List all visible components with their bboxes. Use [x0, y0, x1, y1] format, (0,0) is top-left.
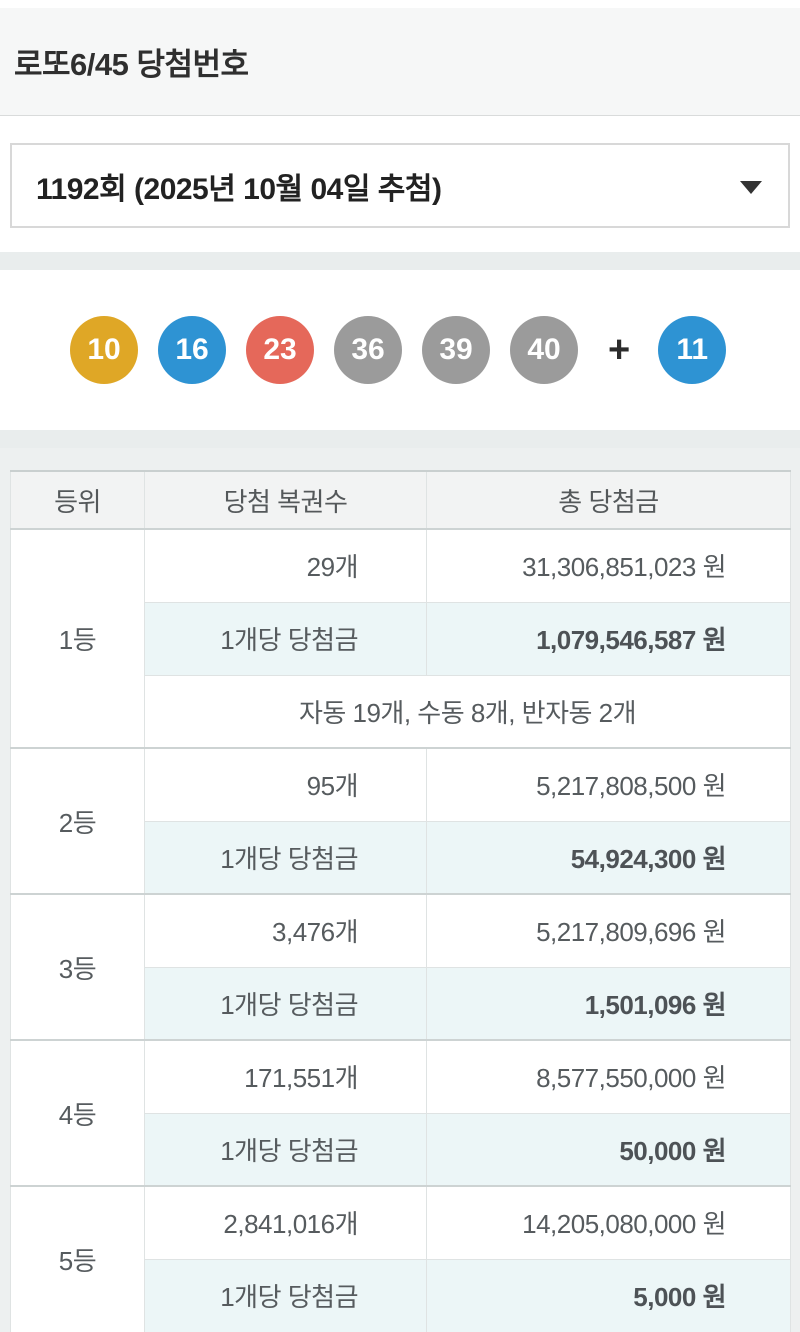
per-ticket-label-cell: 1개당 당첨금 [144, 966, 427, 1041]
count-cell: 2,841,016개 [144, 1185, 427, 1260]
note-cell: 자동 19개, 수동 8개, 반자동 2개 [144, 674, 791, 749]
lotto-ball-4: 36 [334, 316, 402, 384]
lotto-ball-5: 39 [422, 316, 490, 384]
per-ticket-label-cell: 1개당 당첨금 [144, 1112, 427, 1187]
prize-row-per-ticket: 1개당 당첨금 54,924,300 원 [11, 820, 791, 895]
per-ticket-amount-cell: 5,000 원 [426, 1258, 791, 1332]
lotto-ball-2: 16 [158, 316, 226, 384]
prize-row-per-ticket: 1개당 당첨금 1,501,096 원 [11, 966, 791, 1041]
title-band: 로또6/45 당첨번호 [0, 8, 800, 116]
per-ticket-label-cell: 1개당 당첨금 [144, 1258, 427, 1332]
total-cell: 8,577,550,000 원 [426, 1039, 791, 1114]
rank-cell: 3등 [10, 893, 145, 1041]
per-ticket-label-cell: 1개당 당첨금 [144, 820, 427, 895]
winning-numbers: 10 16 23 36 39 40 + 11 [0, 270, 800, 430]
prize-table-section: 등위 당첨 복권수 총 당첨금 1등 29개 31,306,851,023 원 … [0, 448, 800, 1332]
prize-row-count: 3등 3,476개 5,217,809,696 원 [10, 893, 791, 1041]
lotto-ball-6: 40 [510, 316, 578, 384]
total-cell: 5,217,809,696 원 [426, 893, 791, 968]
prize-row-per-ticket: 1개당 당첨금 1,079,546,587 원 [11, 601, 791, 676]
count-cell: 29개 [144, 528, 427, 603]
total-cell: 31,306,851,023 원 [426, 528, 791, 603]
per-ticket-label-cell: 1개당 당첨금 [144, 601, 427, 676]
section-divider [0, 252, 800, 270]
prize-row-count: 5등 2,841,016개 14,205,080,000 원 [10, 1185, 791, 1332]
draw-select[interactable]: 1192회 (2025년 10월 04일 추첨) [10, 143, 790, 228]
lotto-ball-3: 23 [246, 316, 314, 384]
prize-row-per-ticket: 1개당 당첨금 50,000 원 [11, 1112, 791, 1187]
prize-row-count: 1등 29개 31,306,851,023 원 [10, 528, 791, 749]
total-cell: 5,217,808,500 원 [426, 747, 791, 822]
header-rank: 등위 [10, 470, 145, 530]
count-cell: 171,551개 [144, 1039, 427, 1114]
per-ticket-amount-cell: 54,924,300 원 [426, 820, 791, 895]
count-cell: 3,476개 [144, 893, 427, 968]
plus-separator: + [608, 329, 631, 371]
table-header-row: 등위 당첨 복권수 총 당첨금 [10, 470, 791, 530]
total-cell: 14,205,080,000 원 [426, 1185, 791, 1260]
per-ticket-amount-cell: 1,079,546,587 원 [426, 601, 791, 676]
prize-table: 등위 당첨 복권수 총 당첨금 1등 29개 31,306,851,023 원 … [10, 470, 791, 1332]
per-ticket-amount-cell: 1,501,096 원 [426, 966, 791, 1041]
section-divider [0, 430, 800, 448]
rank-cell: 1등 [10, 528, 145, 749]
rank-cell: 4등 [10, 1039, 145, 1187]
header-ticket-count: 당첨 복권수 [144, 470, 427, 530]
rank-cell: 2등 [10, 747, 145, 895]
draw-select-value: 1192회 (2025년 10월 04일 추첨) [36, 172, 442, 206]
page-title: 로또6/45 당첨번호 [14, 47, 249, 82]
chevron-down-icon [740, 180, 762, 194]
top-spacer [0, 0, 800, 8]
per-ticket-amount-cell: 50,000 원 [426, 1112, 791, 1187]
prize-row-per-ticket: 1개당 당첨금 5,000 원 [11, 1258, 791, 1332]
count-cell: 95개 [144, 747, 427, 822]
header-total-prize: 총 당첨금 [426, 470, 791, 530]
bonus-ball: 11 [658, 316, 727, 384]
prize-row-count: 4등 171,551개 8,577,550,000 원 [10, 1039, 791, 1187]
draw-select-section: 1192회 (2025년 10월 04일 추첨) [0, 116, 800, 252]
lotto-ball-1: 10 [70, 316, 138, 384]
prize-row-count: 2등 95개 5,217,808,500 원 [10, 747, 791, 895]
rank-cell: 5등 [10, 1185, 145, 1332]
